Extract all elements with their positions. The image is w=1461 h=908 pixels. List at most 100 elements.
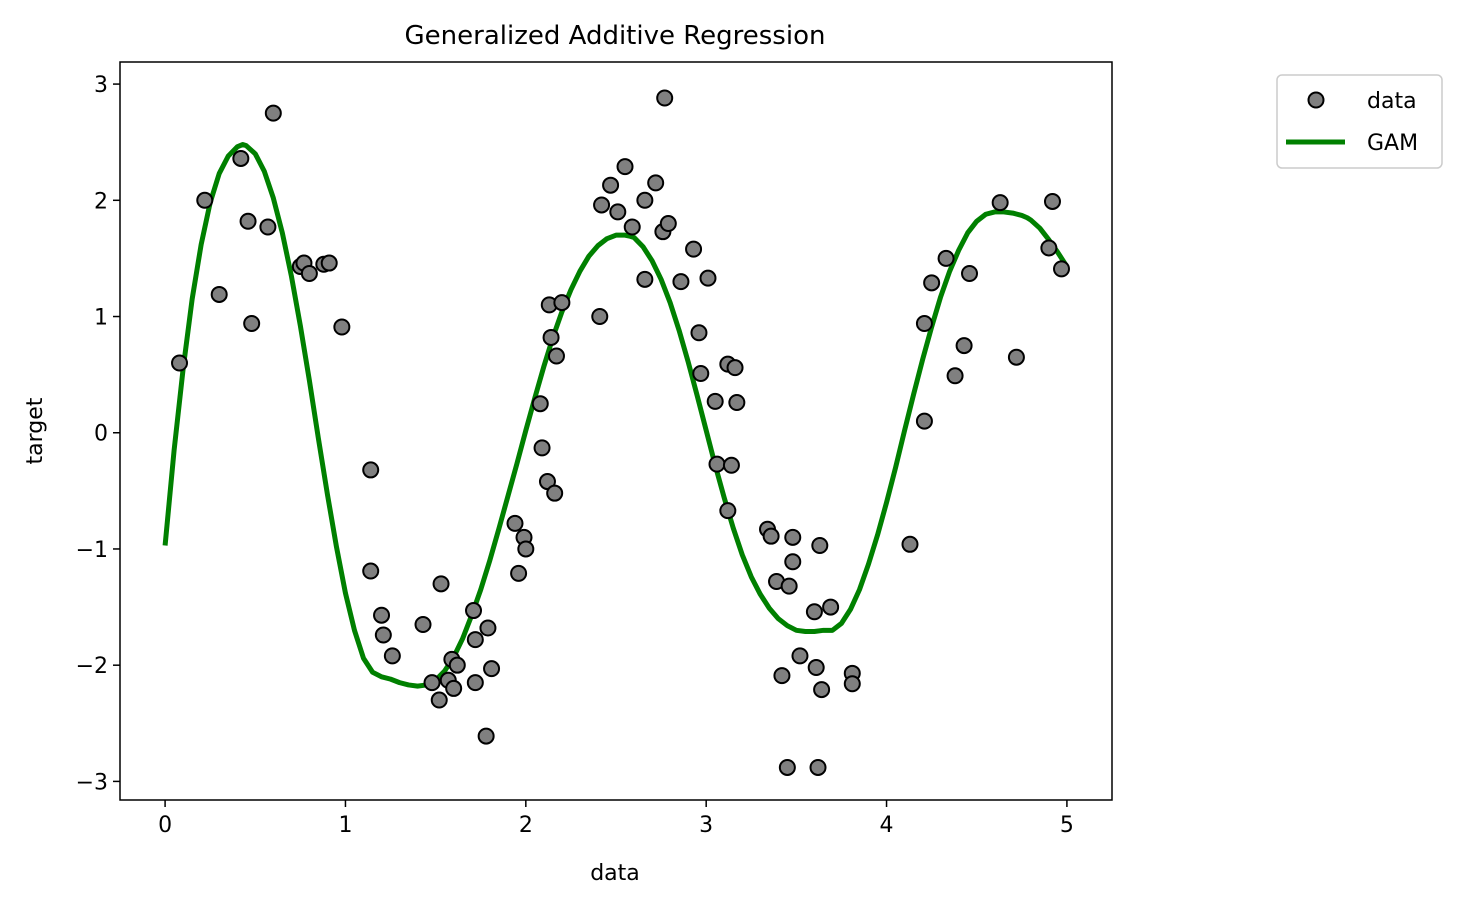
data-point <box>1053 260 1070 278</box>
data-point <box>232 149 250 167</box>
y-axis: −3 −2 −1 0 1 2 3 <box>76 73 120 795</box>
data-point <box>811 536 829 554</box>
data-point <box>196 191 214 209</box>
data-point <box>991 194 1009 212</box>
data-point <box>362 562 380 580</box>
chart-title: Generalized Additive Regression <box>405 21 826 51</box>
data-point <box>813 681 831 699</box>
data-point <box>533 439 551 457</box>
data-point <box>636 191 654 209</box>
y-tick-label: 1 <box>94 306 108 331</box>
data-point <box>1040 239 1058 257</box>
data-point <box>706 392 724 410</box>
data-point <box>636 270 654 288</box>
x-axis-label: data <box>590 861 640 886</box>
data-point <box>609 203 627 221</box>
x-tick-label: 1 <box>338 813 352 838</box>
data-point <box>692 364 710 382</box>
data-point <box>374 626 392 644</box>
data-point <box>791 647 809 665</box>
data-point <box>805 603 823 621</box>
data-point <box>647 174 665 192</box>
data-point <box>320 254 338 272</box>
data-point <box>547 347 565 365</box>
data-point <box>264 104 282 122</box>
data-point <box>822 598 840 616</box>
data-point <box>923 274 941 292</box>
data-point <box>239 212 257 230</box>
legend: data GAM <box>1276 74 1443 169</box>
data-point <box>778 758 796 776</box>
x-tick-label: 3 <box>699 813 713 838</box>
data-point <box>465 602 483 620</box>
data-point <box>432 575 450 593</box>
data-point <box>672 273 690 291</box>
data-point <box>300 265 318 283</box>
legend-label-gam: GAM <box>1367 131 1418 156</box>
data-point <box>915 315 933 332</box>
data-point <box>961 265 979 283</box>
data-point <box>210 285 228 303</box>
data-point <box>1007 348 1025 366</box>
y-tick-label: 0 <box>94 422 108 447</box>
data-series <box>171 89 1070 776</box>
data-point <box>531 395 549 413</box>
data-point <box>259 218 277 236</box>
data-point <box>477 727 495 745</box>
legend-marker-data <box>1307 91 1325 109</box>
data-point <box>510 564 528 582</box>
data-point <box>373 606 391 624</box>
data-point <box>955 337 973 355</box>
x-tick-label: 2 <box>519 813 533 838</box>
data-point <box>171 354 189 372</box>
data-point <box>423 674 441 692</box>
data-point <box>517 540 535 558</box>
y-tick-label: −1 <box>76 538 108 563</box>
data-point <box>937 249 955 267</box>
data-point <box>690 324 708 342</box>
data-point <box>591 308 609 326</box>
data-point <box>445 679 463 697</box>
x-tick-label: 0 <box>158 813 172 838</box>
data-point <box>1043 192 1061 210</box>
data-point <box>656 89 674 107</box>
data-point <box>685 240 703 258</box>
data-point <box>414 616 432 634</box>
data-point <box>479 619 497 637</box>
data-point <box>719 502 737 520</box>
data-point <box>362 461 380 479</box>
data-point <box>602 176 620 194</box>
y-tick-label: −3 <box>76 770 108 795</box>
gam-line <box>162 142 1070 689</box>
y-tick-label: 3 <box>94 73 108 98</box>
data-point <box>784 528 802 546</box>
data-point <box>708 455 726 473</box>
data-point <box>780 577 798 595</box>
x-axis: 0 1 2 3 4 5 <box>158 800 1074 838</box>
data-point <box>762 527 780 545</box>
data-point <box>430 691 448 709</box>
data-point <box>466 631 484 649</box>
x-tick-label: 5 <box>1060 813 1074 838</box>
data-point <box>915 412 933 430</box>
data-point <box>623 218 641 236</box>
data-point <box>448 656 466 674</box>
data-point <box>901 535 919 553</box>
plot-area <box>120 62 1112 800</box>
data-point <box>616 158 634 176</box>
data-point <box>542 328 560 346</box>
y-tick-label: −2 <box>76 654 108 679</box>
data-point <box>593 196 611 214</box>
data-point <box>546 484 564 502</box>
data-point <box>466 674 484 692</box>
data-point <box>728 394 746 412</box>
data-point <box>726 359 744 377</box>
x-tick-label: 4 <box>880 813 894 838</box>
data-point <box>333 318 351 336</box>
data-point <box>946 367 964 385</box>
data-point <box>553 294 571 312</box>
data-point <box>722 456 740 474</box>
plot-frame <box>119 61 1113 801</box>
data-point <box>699 269 717 287</box>
data-point <box>483 660 501 678</box>
